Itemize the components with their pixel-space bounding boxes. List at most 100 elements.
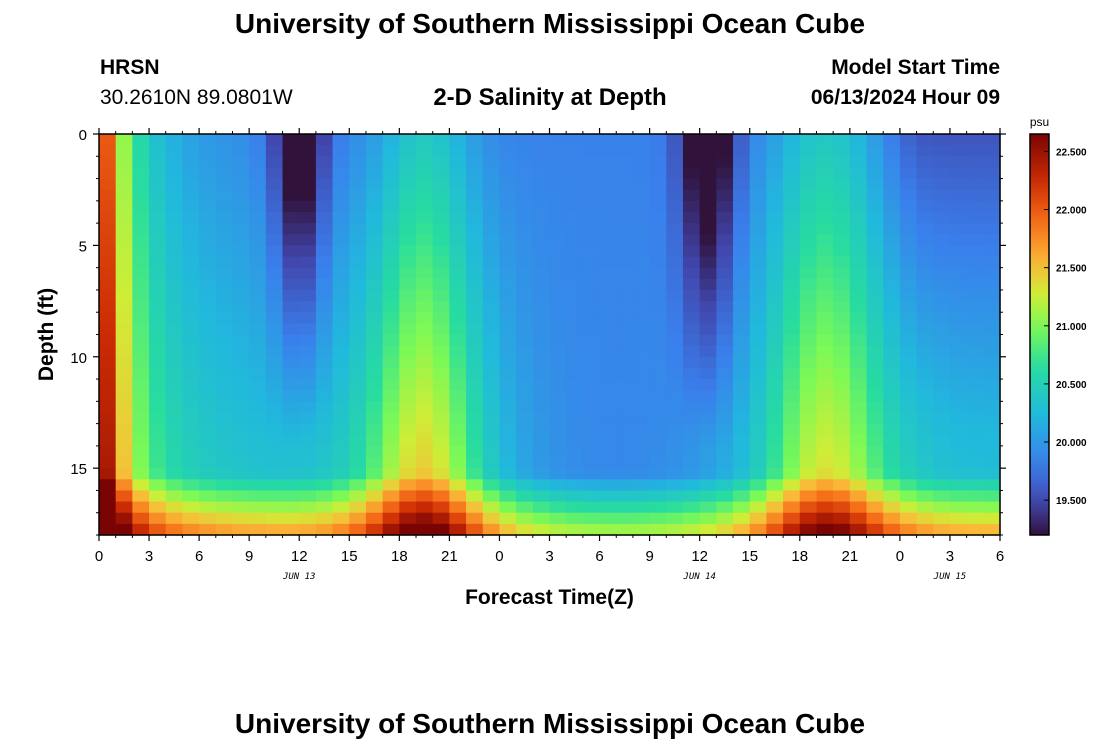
heatmap-cell [449, 189, 467, 202]
heatmap-cell [249, 145, 267, 157]
heatmap-cell [916, 434, 934, 447]
heatmap-cell [199, 312, 217, 324]
heatmap-cell [165, 223, 184, 235]
heatmap-cell [682, 512, 701, 525]
heatmap-cell [549, 211, 567, 224]
heatmap-cell [482, 412, 501, 425]
heatmap-cell [816, 334, 834, 347]
heatmap-cell [249, 445, 267, 458]
heatmap-cell [299, 211, 317, 224]
heatmap-cell [299, 200, 317, 213]
heatmap-cell [282, 479, 300, 492]
heatmap-cell [733, 278, 751, 291]
heatmap-cell [783, 223, 801, 235]
heatmap-cell [616, 267, 634, 280]
heatmap-cell [349, 167, 367, 180]
heatmap-cell [349, 301, 367, 313]
heatmap-cell [199, 445, 217, 458]
heatmap-cell [516, 134, 534, 146]
heatmap-cell [182, 334, 200, 347]
heatmap-cell [566, 490, 584, 503]
heatmap-cell [599, 356, 617, 369]
heatmap-cell [566, 379, 584, 391]
heatmap-cell [299, 523, 317, 536]
heatmap-cell [165, 501, 184, 514]
heatmap-cell [599, 223, 617, 235]
heatmap-cell [332, 134, 350, 146]
heatmap-cell [949, 167, 968, 180]
heatmap-cell [365, 434, 384, 447]
heatmap-cell [416, 445, 434, 458]
heatmap-cell [749, 167, 768, 180]
heatmap-cell [265, 490, 284, 503]
heatmap-cell [549, 156, 567, 169]
heatmap-cell [616, 278, 634, 291]
heatmap-cell [716, 245, 734, 258]
heatmap-cell [349, 423, 367, 436]
heatmap-cell [632, 323, 651, 336]
heatmap-cell [682, 312, 701, 324]
heatmap-cell [516, 245, 534, 258]
heatmap-cell [699, 178, 717, 191]
heatmap-cell [149, 423, 167, 436]
heatmap-cell [132, 434, 150, 447]
heatmap-cell [632, 412, 651, 425]
heatmap-cell [966, 223, 984, 235]
heatmap-cell [883, 445, 901, 458]
heatmap-cell [916, 267, 934, 280]
heatmap-cell [799, 167, 818, 180]
heatmap-cell [549, 379, 567, 391]
heatmap-cell [733, 223, 751, 235]
heatmap-cell [883, 345, 901, 358]
heatmap-cell [599, 367, 617, 380]
heatmap-cell [382, 401, 400, 414]
heatmap-cell [866, 445, 884, 458]
heatmap-cell [165, 434, 184, 447]
heatmap-cell [149, 523, 167, 536]
heatmap-cell [566, 323, 584, 336]
heatmap-cell [115, 412, 133, 425]
heatmap-cell [432, 523, 450, 536]
heatmap-cell [315, 167, 334, 180]
heatmap-cell [532, 401, 551, 414]
heatmap-cell [549, 390, 567, 402]
heatmap-cell [799, 512, 818, 525]
heatmap-cell [632, 367, 651, 380]
heatmap-cell [182, 134, 200, 146]
heatmap-cell [799, 145, 818, 157]
heatmap-cell [582, 223, 601, 235]
heatmap-cell [432, 245, 450, 258]
heatmap-cell [232, 379, 250, 391]
heatmap-cell [716, 234, 734, 246]
heatmap-cell [149, 145, 167, 157]
heatmap-cell [549, 289, 567, 302]
heatmap-cell [532, 245, 551, 258]
heatmap-cell [983, 390, 1001, 402]
heatmap-cell [616, 189, 634, 202]
heatmap-cell [933, 457, 951, 469]
heatmap-cell [949, 390, 968, 402]
heatmap-cell [799, 178, 818, 191]
heatmap-cell [883, 323, 901, 336]
heatmap-cell [949, 323, 968, 336]
heatmap-cell [349, 390, 367, 402]
heatmap-cell [132, 379, 150, 391]
heatmap-cell [449, 312, 467, 324]
heatmap-cell [866, 423, 884, 436]
heatmap-cell [265, 245, 284, 258]
heatmap-cell [299, 345, 317, 358]
heatmap-cell [182, 390, 200, 402]
heatmap-cell [449, 278, 467, 291]
heatmap-cell [816, 501, 834, 514]
heatmap-cell [632, 490, 651, 503]
heatmap-cell [599, 501, 617, 514]
heatmap-cell [899, 245, 918, 258]
heatmap-cell [382, 367, 400, 380]
heatmap-cell [449, 479, 467, 492]
heatmap-cell [199, 345, 217, 358]
heatmap-cell [899, 356, 918, 369]
heatmap-cell [115, 156, 133, 169]
heatmap-cell [232, 479, 250, 492]
heatmap-cell [799, 301, 818, 313]
heatmap-cell [666, 412, 684, 425]
